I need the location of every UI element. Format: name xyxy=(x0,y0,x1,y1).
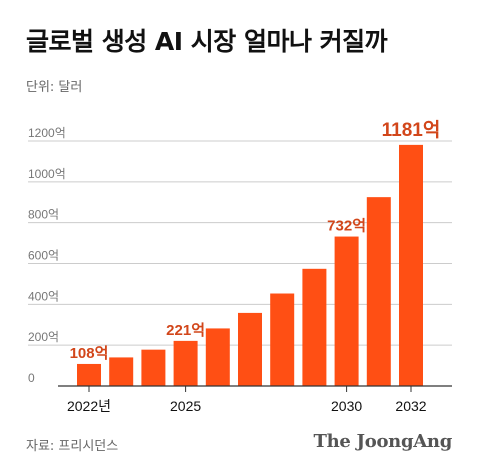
y-tick-label: 400억 xyxy=(28,289,59,303)
bar xyxy=(399,144,423,386)
y-tick-label: 800억 xyxy=(28,208,59,222)
y-axis-ticks: 0 200억 400억 600억 800억 1000억 1200억 xyxy=(28,126,66,385)
data-labels: 108억 221억 732억 1181억 xyxy=(70,119,441,362)
bar xyxy=(141,349,166,386)
y-tick-label: 200억 xyxy=(28,330,59,344)
bar xyxy=(173,340,198,386)
x-tick-label: 2032 xyxy=(395,398,426,414)
x-tick-label: 2022년 xyxy=(67,398,111,414)
data-label: 1181억 xyxy=(382,119,441,141)
bar xyxy=(238,312,262,386)
bar xyxy=(334,236,359,386)
unit-label: 단위: 달러 xyxy=(26,80,83,95)
y-tick-label: 0 xyxy=(28,371,35,385)
x-tick-label: 2030 xyxy=(331,398,362,414)
bar xyxy=(205,328,230,386)
data-label: 732억 xyxy=(327,217,366,235)
source-note: 자료: 프리시던스 xyxy=(26,439,119,454)
data-label: 221억 xyxy=(166,321,205,339)
bar xyxy=(302,268,327,386)
bar xyxy=(366,197,391,386)
bar xyxy=(270,293,295,386)
bar xyxy=(77,363,101,386)
data-label: 108억 xyxy=(70,344,109,362)
y-tick-label: 1000억 xyxy=(28,167,66,181)
chart-title: 글로벌 생성 AI 시장 얼마나 커질까 xyxy=(26,27,388,56)
y-tick-label: 1200억 xyxy=(28,126,66,140)
x-axis-ticks: 2022년 2025 2030 2032 xyxy=(67,386,427,414)
bar xyxy=(109,357,134,386)
brand-logo: The JoongAng xyxy=(313,431,453,452)
y-tick-label: 600억 xyxy=(28,249,59,263)
x-tick-label: 2025 xyxy=(170,398,201,414)
bars xyxy=(77,144,423,386)
